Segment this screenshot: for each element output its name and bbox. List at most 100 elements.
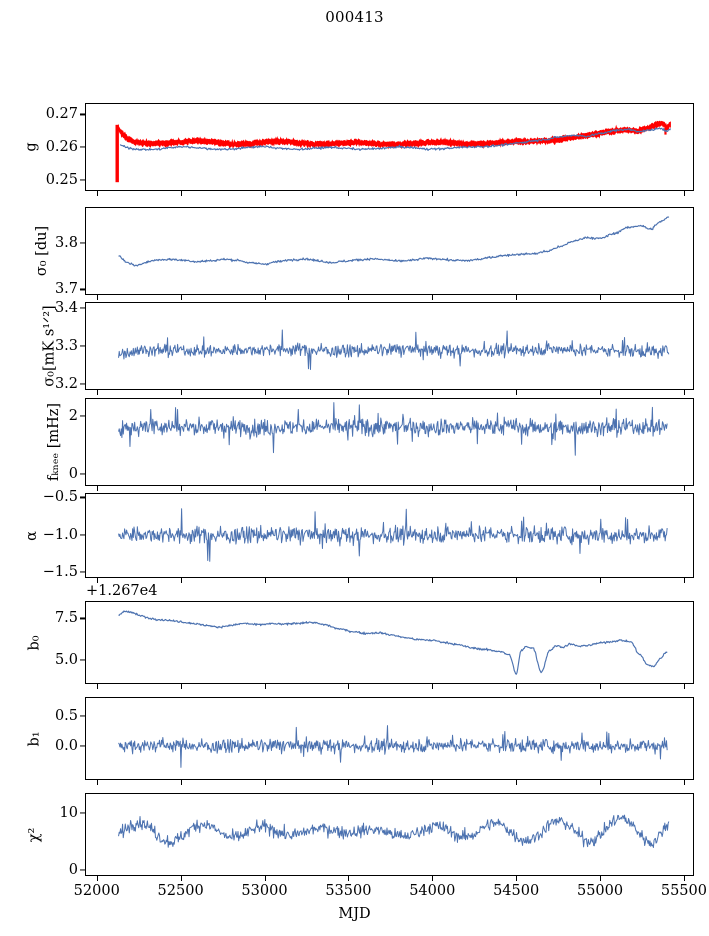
x-tick-mark (264, 486, 266, 491)
y-tick-mark (80, 659, 85, 661)
x-tick-mark (600, 390, 602, 395)
x-tick-mark (600, 684, 602, 689)
y-tick-label: 0.25 (45, 171, 78, 188)
x-tick-mark (600, 191, 602, 196)
y-tick-label: −0.5 (42, 489, 78, 506)
x-tick-mark (432, 486, 434, 491)
plot-panel-b0: 5.0 7.5 b₀ (27, 601, 694, 689)
x-tick-label: 52500 (157, 883, 204, 899)
plot-panel-f-knee: 0 2 fₖₙₑₑ [mHz] (46, 398, 694, 491)
panel-frame (85, 601, 694, 684)
x-tick-mark (516, 295, 518, 300)
x-tick-mark (96, 295, 98, 300)
y-tick-mark (80, 571, 85, 573)
x-tick-mark (432, 876, 434, 881)
x-tick-mark (516, 191, 518, 196)
y-axis-offset-annotation: +1.267e4 (86, 583, 158, 599)
series-line-b0 (118, 610, 668, 675)
series-line-g-observed (119, 127, 672, 151)
x-tick-label: 54000 (409, 883, 456, 899)
plot-panel-alpha: −0.5 −1.0 −1.5 α (24, 490, 694, 583)
x-tick-mark (264, 390, 266, 395)
x-tick-mark (432, 780, 434, 785)
x-tick-mark (432, 191, 434, 196)
x-tick-mark (516, 578, 518, 583)
x-tick-mark (600, 578, 602, 583)
y-tick-mark (80, 812, 85, 814)
y-axis-label: b₁ (26, 730, 43, 747)
x-tick-mark (180, 486, 182, 491)
x-tick-mark (683, 295, 686, 300)
plot-panel-sigma0-du: 3.7 3.8 σ₀ [du] (34, 207, 694, 300)
plot-panel-chi-squared: 0 10 χ² (26, 793, 694, 881)
x-tick-mark (180, 295, 182, 300)
x-tick-mark (264, 295, 266, 300)
x-tick-mark (180, 780, 182, 785)
y-tick-mark (80, 179, 85, 181)
y-tick-mark (80, 617, 85, 619)
x-tick-mark (683, 390, 686, 395)
y-tick-mark (80, 307, 85, 309)
x-tick-mark (348, 390, 350, 395)
y-tick-mark (80, 715, 85, 717)
y-tick-mark (80, 288, 85, 290)
y-tick-label: 0 (68, 465, 78, 482)
x-tick-mark (96, 780, 98, 785)
panel-frame (85, 207, 694, 295)
y-tick-label: 0.5 (54, 707, 78, 724)
x-tick-mark (683, 191, 686, 196)
series-line-alpha (118, 508, 668, 562)
y-tick-mark (80, 496, 85, 499)
x-tick-mark (348, 684, 350, 689)
series-layer (118, 725, 668, 768)
x-tick-label: 55500 (660, 883, 707, 899)
y-axis-label: g (23, 142, 40, 152)
y-tick-mark (80, 534, 85, 536)
panel-frame (85, 697, 694, 780)
y-tick-mark (80, 383, 85, 385)
x-tick-mark (180, 191, 182, 196)
x-tick-mark (264, 684, 266, 689)
y-tick-mark (80, 345, 85, 347)
x-tick-mark (348, 876, 350, 881)
series-line-sigma0-du (118, 216, 670, 267)
x-tick-mark (516, 876, 518, 881)
y-tick-label: 3.7 (54, 281, 78, 298)
x-tick-mark (96, 191, 98, 196)
series-band-g-model-band (116, 120, 671, 181)
y-tick-label: 3.2 (54, 376, 78, 392)
x-tick-mark (600, 876, 602, 881)
x-tick-mark (96, 390, 98, 395)
x-tick-mark (600, 295, 602, 300)
x-tick-mark (348, 295, 350, 300)
y-tick-label: 0.27 (45, 106, 78, 123)
x-tick-mark (96, 578, 98, 583)
x-tick-mark (683, 578, 686, 583)
series-layer (118, 329, 670, 370)
x-tick-label: 54500 (493, 883, 540, 899)
x-tick-mark (96, 684, 98, 689)
y-tick-label: −1.0 (42, 526, 78, 543)
plot-panel-b1: 0.0 0.5 b₁ (27, 697, 694, 785)
y-tick-label: 5.0 (54, 651, 78, 668)
x-tick-mark (683, 780, 686, 785)
x-tick-mark (683, 486, 686, 491)
series-line-f-knee (118, 402, 668, 456)
x-tick-label: 53500 (325, 883, 372, 899)
panel-frame (85, 793, 694, 876)
x-tick-mark (683, 684, 686, 689)
x-tick-mark (516, 780, 518, 785)
y-tick-label: 0.26 (45, 138, 78, 155)
x-tick-mark (432, 295, 434, 300)
series-layer (118, 216, 670, 267)
y-tick-label: 10 (59, 805, 78, 822)
x-tick-mark (348, 486, 350, 491)
y-tick-label: 3.8 (54, 234, 78, 251)
y-tick-mark (80, 146, 85, 148)
x-tick-mark (180, 578, 182, 583)
x-tick-mark (264, 876, 266, 881)
x-tick-mark (600, 486, 602, 491)
panel-frame (85, 398, 694, 486)
plot-panel-sigma0-mKs: 3.2 3.3 3.4 σ₀[mK s¹ᐟ²] (42, 300, 694, 395)
x-tick-mark (348, 578, 350, 583)
